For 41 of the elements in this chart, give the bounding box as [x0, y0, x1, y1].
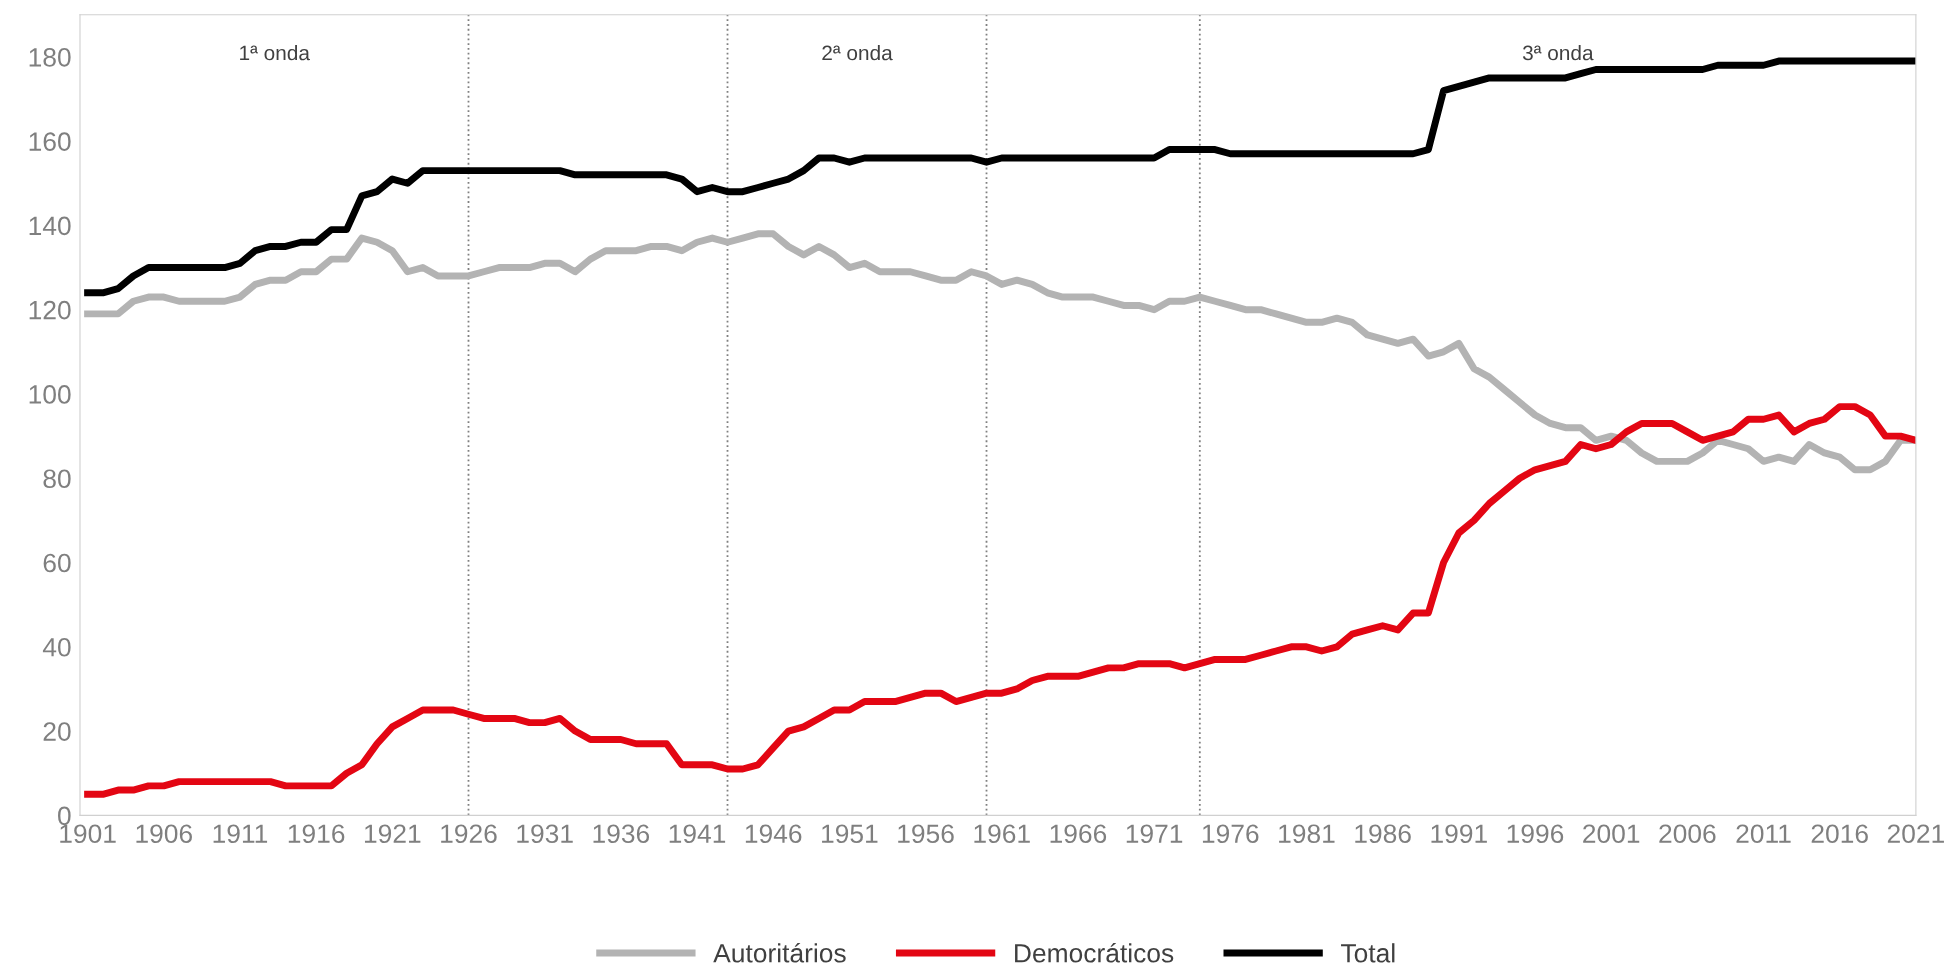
y-tick-label: 100 — [29, 385, 71, 404]
y-tick-label: 60 — [43, 553, 71, 573]
x-tick-label: 1961 — [974, 824, 1030, 844]
x-tick-label: 1921 — [364, 824, 421, 844]
y-tick-label: 80 — [43, 469, 71, 489]
annotation: 3ª onda — [1522, 45, 1594, 61]
x-tick-label: 1916 — [288, 824, 345, 844]
annotation: 1ª onda — [240, 45, 310, 61]
x-tick-label: 1981 — [1279, 824, 1335, 844]
x-tick-label: 2001 — [1583, 824, 1640, 844]
x-tick-label: 1976 — [1202, 824, 1259, 844]
x-tick-label: 1911 — [213, 824, 268, 844]
legend-label: Democráticos — [1015, 942, 1174, 963]
x-tick-label: 1996 — [1507, 824, 1564, 844]
x-tick-label: 1946 — [745, 824, 802, 844]
x-tick-label: 1956 — [898, 824, 954, 844]
legend-label: Total — [1341, 943, 1395, 963]
y-tick-label: 140 — [29, 216, 71, 236]
x-tick-label: 1966 — [1050, 824, 1107, 844]
annotation: 2ª onda — [822, 45, 893, 61]
x-tick-label: 1906 — [136, 824, 192, 844]
x-tick-label: 2011 — [1736, 824, 1791, 844]
x-tick-label: 1926 — [441, 824, 497, 844]
y-tick-label: 0 — [58, 806, 71, 826]
x-tick-label: 1941 — [669, 824, 726, 844]
y-tick-label: 120 — [29, 300, 71, 320]
x-tick-label: 1936 — [593, 824, 650, 844]
x-tick-label: 1901 — [60, 824, 116, 844]
x-tick-label: 2006 — [1659, 824, 1716, 844]
x-tick-label: 1931 — [517, 824, 573, 844]
x-tick-label: 1951 — [822, 824, 878, 844]
x-tick-label: 1986 — [1355, 824, 1411, 844]
y-tick-label: 180 — [29, 47, 71, 67]
x-tick-label: 2021 — [1887, 824, 1944, 844]
y-tick-label: 40 — [42, 637, 71, 657]
x-tick-label: 2016 — [1811, 824, 1868, 844]
y-tick-label: 20 — [43, 722, 71, 741]
y-tick-label: 160 — [29, 132, 71, 151]
x-tick-label: 1991 — [1431, 824, 1487, 844]
x-tick-label: 1971 — [1126, 824, 1183, 844]
legend-label: Autoritários — [713, 942, 846, 963]
